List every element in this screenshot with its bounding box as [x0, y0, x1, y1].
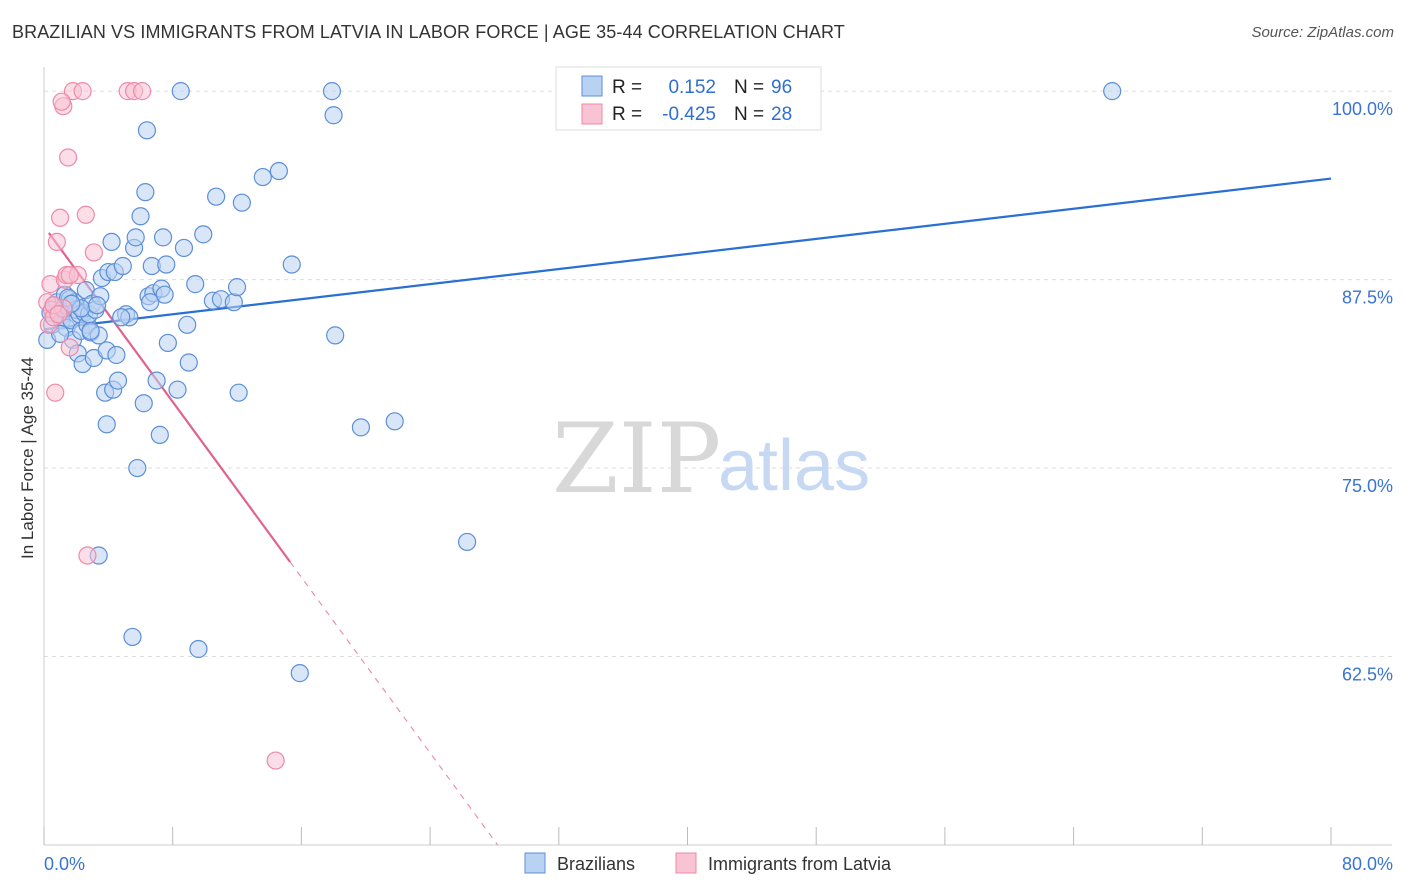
point-brazilians	[179, 353, 198, 372]
stats-swatch-latvia	[581, 103, 603, 125]
point-brazilians	[136, 183, 155, 202]
point-brazilians	[153, 228, 173, 247]
watermark-atlas: atlas	[718, 426, 870, 506]
stats-n-value: 28	[771, 104, 792, 125]
gridlines	[44, 90, 1392, 658]
point-latvia	[84, 243, 103, 262]
point-brazilians	[324, 106, 343, 125]
point-brazilians	[108, 371, 128, 390]
point-brazilians	[137, 121, 157, 140]
x-tick-label: 80.0%	[1342, 854, 1393, 874]
y-tick-labels: 62.5% 75.0% 87.5% 100.0%	[1332, 99, 1393, 684]
legend-swatch-latvia	[675, 852, 697, 874]
point-latvia	[73, 82, 92, 101]
point-brazilians	[87, 296, 107, 315]
point-brazilians	[186, 275, 205, 294]
legend-label-brazilians: Brazilians	[557, 854, 635, 874]
point-brazilians	[123, 627, 142, 647]
stats-swatch-brazilians	[581, 75, 603, 97]
point-brazilians	[194, 225, 213, 244]
point-latvia	[47, 232, 66, 251]
point-brazilians	[178, 315, 197, 334]
point-brazilians	[81, 321, 100, 340]
point-latvia	[60, 265, 79, 285]
point-latvia	[266, 751, 285, 770]
stats-r-value: 0.152	[668, 77, 716, 98]
point-brazilians	[97, 415, 116, 434]
point-brazilians	[322, 82, 342, 101]
point-brazilians	[102, 232, 121, 251]
point-latvia	[78, 546, 97, 565]
point-brazilians	[157, 255, 176, 274]
x-tick-labels: 0.0% 80.0%	[44, 854, 1393, 874]
legend: Brazilians Immigrants from Latvia	[524, 852, 892, 874]
point-brazilians	[150, 425, 169, 444]
point-latvia	[49, 305, 68, 324]
point-brazilians	[158, 333, 177, 353]
point-latvia	[76, 205, 95, 224]
point-brazilians	[113, 256, 132, 276]
point-brazilians	[128, 458, 147, 478]
stats-r-label: R =	[612, 104, 642, 125]
stats-n-label: N =	[734, 104, 764, 125]
point-latvia	[60, 338, 79, 357]
point-brazilians	[174, 238, 194, 258]
point-brazilians	[232, 193, 251, 212]
source-label: Source: ZipAtlas.com	[1251, 24, 1394, 41]
chart-title: BRAZILIAN VS IMMIGRANTS FROM LATVIA IN L…	[12, 22, 845, 42]
point-brazilians	[253, 167, 272, 187]
legend-swatch-brazilians	[524, 852, 546, 874]
trend-line-brazilians	[43, 177, 1332, 331]
point-latvia	[59, 148, 78, 167]
y-tick-label: 75.0%	[1342, 476, 1393, 496]
point-brazilians	[171, 82, 190, 101]
watermark: ZIP atlas	[552, 403, 870, 515]
point-brazilians	[189, 639, 208, 659]
point-brazilians	[112, 308, 131, 327]
point-brazilians	[458, 532, 477, 552]
point-latvia	[46, 383, 65, 402]
x-tick-label: 0.0%	[44, 854, 85, 874]
point-brazilians	[227, 278, 247, 297]
point-brazilians	[134, 394, 153, 413]
stats-r-label: R =	[612, 77, 642, 98]
axes	[43, 67, 1392, 846]
point-brazilians	[269, 161, 288, 181]
stats-n-value: 96	[771, 77, 792, 98]
point-brazilians	[1103, 82, 1122, 101]
point-brazilians	[147, 371, 166, 390]
point-brazilians	[141, 293, 160, 312]
point-latvia	[52, 92, 71, 111]
point-brazilians	[168, 380, 187, 399]
point-brazilians	[326, 326, 345, 345]
point-brazilians	[131, 207, 150, 226]
point-latvia	[133, 82, 152, 101]
point-brazilians	[351, 418, 371, 437]
point-brazilians	[224, 293, 243, 312]
trend-line-latvia-dashed	[289, 561, 499, 846]
point-brazilians	[207, 187, 226, 206]
legend-label-latvia: Immigrants from Latvia	[708, 854, 892, 874]
stats-box: R = 0.152 N = 96 R = -0.425 N = 28	[555, 66, 822, 131]
point-brazilians	[385, 412, 404, 431]
point-latvia	[50, 208, 70, 227]
point-brazilians	[126, 228, 145, 247]
y-tick-label: 87.5%	[1342, 288, 1393, 308]
y-tick-label: 100.0%	[1332, 99, 1393, 119]
point-brazilians	[282, 255, 301, 274]
data-points	[38, 82, 1122, 770]
point-brazilians	[155, 285, 174, 304]
y-tick-label: 62.5%	[1342, 665, 1393, 685]
point-brazilians	[107, 345, 126, 365]
stats-n-label: N =	[734, 77, 764, 98]
point-brazilians	[229, 383, 248, 402]
stats-r-value: -0.425	[662, 104, 716, 125]
watermark-zip: ZIP	[552, 403, 721, 515]
point-brazilians	[290, 664, 309, 683]
